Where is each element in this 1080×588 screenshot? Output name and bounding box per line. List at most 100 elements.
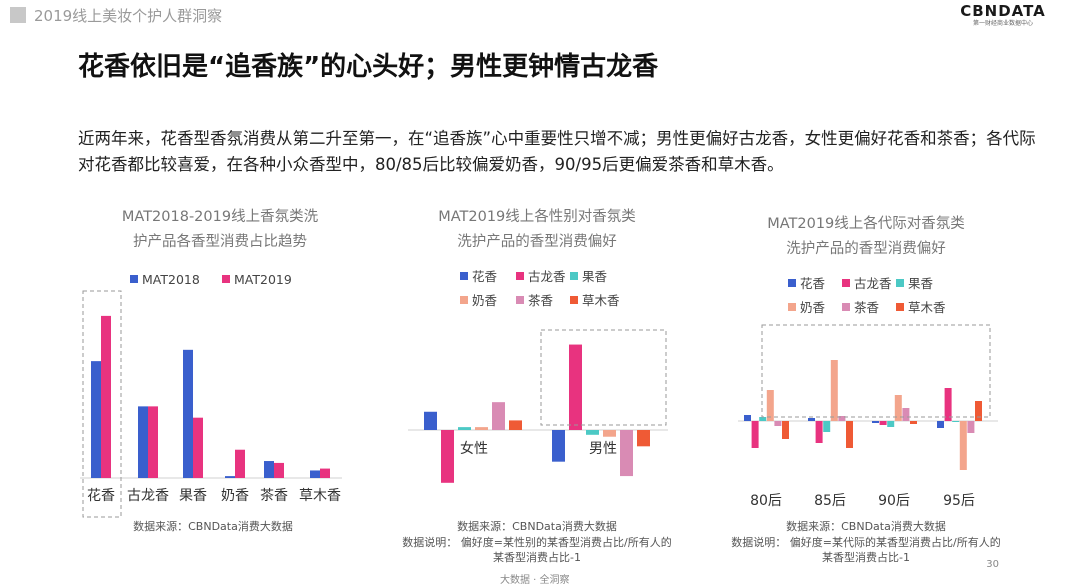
chart3-legend-2-label: 果香 xyxy=(908,276,934,291)
chart2-legend-5-label: 草木香 xyxy=(582,293,620,308)
chart1-legend-1-swatch xyxy=(222,275,230,283)
chart3-legend-0-swatch xyxy=(788,279,796,287)
chart2-bar-女性-果香 xyxy=(458,427,471,430)
chart2-note-line1: 数据说明： 偏好度=某性别的某香型消费占比/所有人的 xyxy=(402,535,671,549)
chart1-legend-1-label: MAT2019 xyxy=(234,272,292,287)
chart1-bar-茶香-MAT2019 xyxy=(274,462,284,478)
chart3-bar-90后-茶香 xyxy=(902,408,910,421)
chart2-legend-4-label: 茶香 xyxy=(528,293,554,308)
chart3-bar-95后-果香 xyxy=(952,421,960,422)
chart3-bar-95后-花香 xyxy=(937,421,944,428)
chart3-bar-85后-奶香 xyxy=(830,360,838,421)
chart2-source: 数据来源：CBNData消费大数据 xyxy=(457,519,617,533)
chart1-tick-果香: 果香 xyxy=(179,488,207,504)
chart1-tick-奶香: 奶香 xyxy=(221,488,249,504)
chart1-bar-奶香-MAT2018 xyxy=(225,476,235,478)
chart2-bar-男性-奶香 xyxy=(603,430,616,437)
chart2-bar-女性-花香 xyxy=(424,411,437,430)
chart2-bar-男性-茶香 xyxy=(620,430,633,477)
chart3-legend-4-swatch xyxy=(842,303,850,311)
chart1-bar-花香-MAT2018 xyxy=(91,361,101,478)
chart2-bar-女性-古龙香 xyxy=(441,430,454,483)
header-title: 2019线上美妆个护人群洞察 xyxy=(34,6,223,25)
chart1-tick-茶香: 茶香 xyxy=(260,488,288,504)
chart1-bar-草木香-MAT2019 xyxy=(320,468,330,478)
chart3-bar-90后-奶香 xyxy=(894,395,902,421)
chart1-bar-果香-MAT2018 xyxy=(183,349,193,478)
page-number: 30 xyxy=(986,559,999,570)
chart2-legend-4-swatch xyxy=(516,296,524,304)
chart3-bar-90后-草木香 xyxy=(910,421,917,424)
chart1-highlight-box xyxy=(82,290,122,518)
chart2-bar-女性-奶香 xyxy=(475,427,488,430)
chart3-bar-95后-奶香 xyxy=(959,421,967,470)
chart3-bar-90后-果香 xyxy=(887,421,895,427)
chart3-bar-80后-茶香 xyxy=(774,421,782,426)
page-title: 花香依旧是“追香族”的心头好；男性更钟情古龙香 xyxy=(78,52,659,82)
chart3-highlight-box xyxy=(761,324,991,418)
chart3-bar-80后-草木香 xyxy=(782,421,789,439)
chart1-tick-草木香: 草木香 xyxy=(299,488,341,504)
chart3-legend-5-swatch xyxy=(896,303,904,311)
chart1-legend-0-swatch xyxy=(130,275,138,283)
chart2-legend-3-swatch xyxy=(460,296,468,304)
chart3-bar-85后-古龙香 xyxy=(815,421,823,443)
chart3-bar-95后-茶香 xyxy=(967,421,975,433)
logo-tagline: 第一财经商业数据中心 xyxy=(972,20,1033,27)
chart2-legend-0-label: 花香 xyxy=(472,269,498,284)
chart3-title-line2: 洗护产品的香型消费偏好 xyxy=(786,240,946,257)
chart1-bar-古龙香-MAT2019 xyxy=(148,406,158,478)
chart1-bar-花香-MAT2019 xyxy=(101,315,111,478)
summary-paragraph: 近两年来，花香型香氛消费从第二升至第一，在“追香族”心中重要性只增不减；男性更偏… xyxy=(78,129,1036,174)
header-bar: 2019线上美妆个护人群洞察 xyxy=(10,2,222,28)
chart2-bar-男性-草木香 xyxy=(637,430,650,447)
chart2-bar-男性-花香 xyxy=(552,430,565,462)
chart2-legend-0-swatch xyxy=(460,272,468,280)
chart2-bar-男性-古龙香 xyxy=(569,344,582,430)
chart3-legend-0-label: 花香 xyxy=(800,276,826,291)
chart1-legend-0-label: MAT2018 xyxy=(142,272,200,287)
chart2-bar-女性-茶香 xyxy=(492,402,505,430)
chart3-tick-90后: 90后 xyxy=(878,493,910,509)
header-square-icon xyxy=(10,7,26,23)
chart3-bar-95后-古龙香 xyxy=(944,388,952,421)
chart1-bar-茶香-MAT2018 xyxy=(264,461,274,478)
logo-name: CBNDATA xyxy=(960,2,1046,20)
chart3-tick-85后: 85后 xyxy=(814,493,846,509)
chart2-title-line2: 洗护产品的香型消费偏好 xyxy=(457,233,617,250)
chart2-tick-女性: 女性 xyxy=(460,440,488,457)
chart1-tick-花香: 花香 xyxy=(87,488,115,504)
chart1-source: 数据来源：CBNData消费大数据 xyxy=(133,519,293,533)
chart2-legend-1-swatch xyxy=(516,272,524,280)
chart2-legend-5-swatch xyxy=(570,296,578,304)
chart1-bar-果香-MAT2019 xyxy=(193,417,203,478)
chart3-bar-85后-果香 xyxy=(823,421,831,432)
chart3-bar-85后-茶香 xyxy=(838,416,846,421)
chart3-bar-80后-奶香 xyxy=(766,390,774,421)
chart2-bar-男性-果香 xyxy=(586,430,599,435)
chart2-legend-2-swatch xyxy=(570,272,578,280)
chart1-bar-草木香-MAT2018 xyxy=(310,470,320,478)
chart3-legend-3-label: 奶香 xyxy=(800,300,826,315)
chart2-bar-女性-草木香 xyxy=(509,420,522,430)
chart2-legend-3-label: 奶香 xyxy=(472,293,498,308)
chart3-tick-95后: 95后 xyxy=(943,493,975,509)
chart2-legend-1-label: 古龙香 xyxy=(528,269,566,284)
chart3-legend-5-label: 草木香 xyxy=(908,300,946,315)
chart1-title-line2: 护产品各香型消费占比趋势 xyxy=(133,233,307,250)
chart3-tick-80后: 80后 xyxy=(750,493,782,509)
chart3-legend-2-swatch xyxy=(896,279,904,287)
chart1-title-line1: MAT2018-2019线上香氛类洗 xyxy=(122,208,319,225)
chart2-title-line1: MAT2019线上各性别对香氛类 xyxy=(438,208,636,225)
chart3-legend-1-label: 古龙香 xyxy=(854,276,892,291)
logo: CBNDATA 第一财经商业数据中心 xyxy=(958,2,1048,27)
chart2-tick-男性: 男性 xyxy=(589,441,617,457)
chart3-bar-80后-果香 xyxy=(759,417,767,421)
chart3-bar-85后-花香 xyxy=(808,418,815,421)
chart3-legend-3-swatch xyxy=(788,303,796,311)
chart3-bar-90后-花香 xyxy=(872,421,879,423)
chart3-legend-4-label: 茶香 xyxy=(854,300,880,315)
chart3-bar-80后-古龙香 xyxy=(751,421,759,448)
chart3-bar-90后-古龙香 xyxy=(879,421,887,425)
